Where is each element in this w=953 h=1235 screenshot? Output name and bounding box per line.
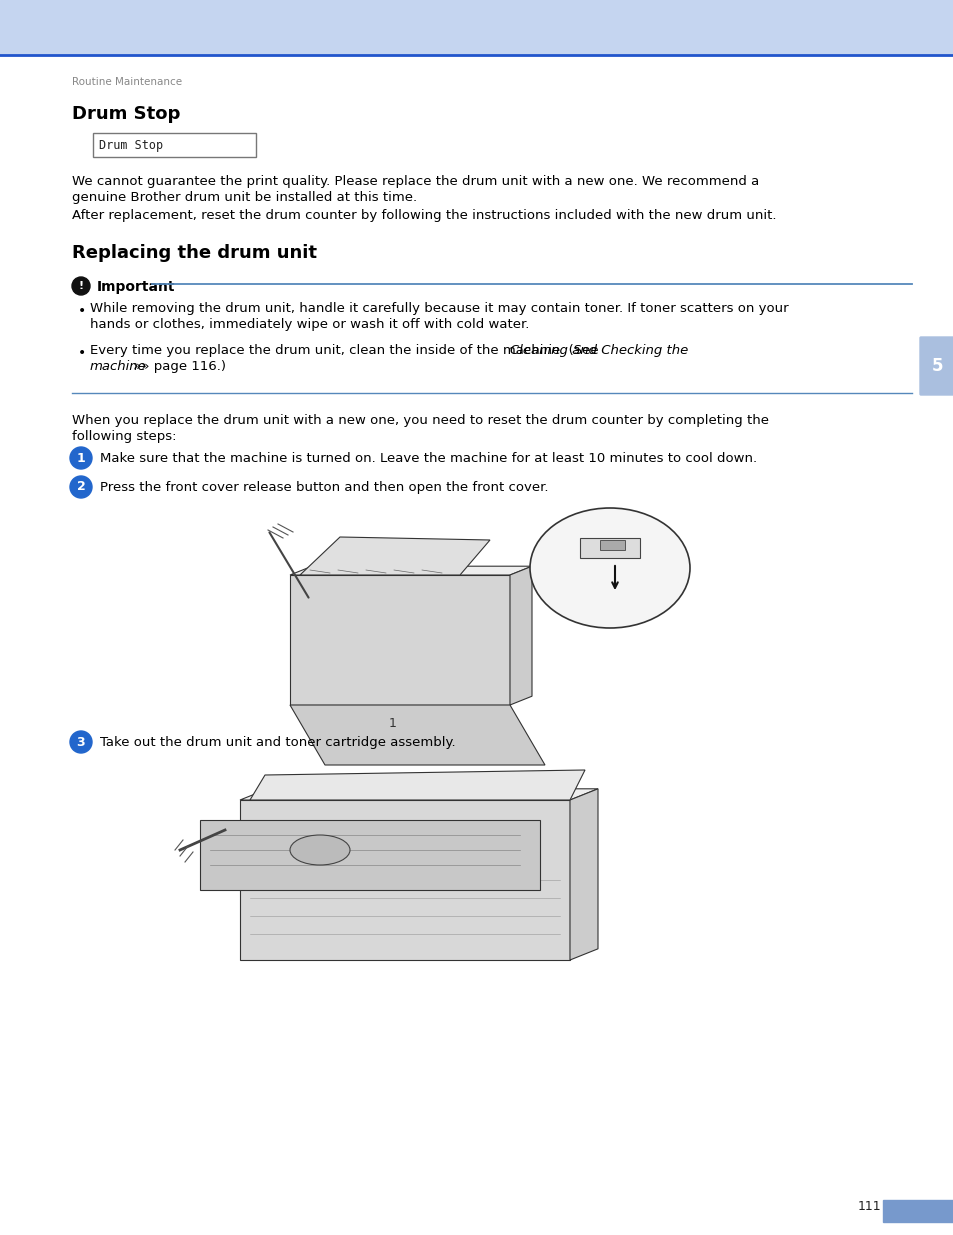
Text: 3: 3: [76, 736, 85, 748]
Polygon shape: [569, 789, 598, 960]
Text: •: •: [78, 346, 86, 359]
Text: Replacing the drum unit: Replacing the drum unit: [71, 245, 316, 262]
Text: •: •: [78, 304, 86, 317]
Text: Drum Stop: Drum Stop: [99, 138, 163, 152]
Circle shape: [70, 731, 91, 753]
Bar: [0, 0, 953, 56]
Text: 1: 1: [76, 452, 85, 464]
Text: !: !: [78, 282, 84, 291]
Text: After replacement, reset the drum counter by following the instructions included: After replacement, reset the drum counte…: [71, 209, 776, 222]
Bar: [579, 538, 639, 558]
Text: 5: 5: [931, 357, 943, 375]
Text: following steps:: following steps:: [71, 430, 176, 443]
Text: machine: machine: [90, 359, 147, 373]
Bar: [200, 820, 539, 890]
Text: hands or clothes, immediately wipe or wash it off with cold water.: hands or clothes, immediately wipe or wa…: [90, 317, 529, 331]
Text: Important: Important: [97, 280, 175, 294]
Bar: [290, 576, 510, 705]
Polygon shape: [299, 537, 490, 576]
Text: 1: 1: [389, 718, 396, 730]
Bar: [882, 1200, 953, 1221]
Text: genuine Brother drum unit be installed at this time.: genuine Brother drum unit be installed a…: [71, 191, 416, 204]
Text: Routine Maintenance: Routine Maintenance: [71, 77, 182, 86]
Text: We cannot guarantee the print quality. Please replace the drum unit with a new o: We cannot guarantee the print quality. P…: [71, 175, 759, 188]
Polygon shape: [510, 566, 532, 705]
Text: 111: 111: [857, 1200, 881, 1214]
Polygon shape: [290, 705, 544, 764]
Circle shape: [70, 475, 91, 498]
Circle shape: [71, 277, 90, 295]
Polygon shape: [290, 566, 532, 576]
Polygon shape: [250, 769, 584, 800]
Text: Make sure that the machine is turned on. Leave the machine for at least 10 minut: Make sure that the machine is turned on.…: [100, 452, 757, 466]
Text: Press the front cover release button and then open the front cover.: Press the front cover release button and…: [100, 480, 548, 494]
Text: 2: 2: [76, 480, 85, 494]
Polygon shape: [240, 789, 598, 800]
Bar: [92, 133, 255, 157]
Text: Every time you replace the drum unit, clean the inside of the machine. (See: Every time you replace the drum unit, cl…: [90, 345, 602, 357]
Text: While removing the drum unit, handle it carefully because it may contain toner. : While removing the drum unit, handle it …: [90, 303, 788, 315]
Ellipse shape: [530, 508, 689, 629]
Text: »» page 116.): »» page 116.): [129, 359, 226, 373]
Text: Take out the drum unit and toner cartridge assembly.: Take out the drum unit and toner cartrid…: [100, 736, 456, 748]
Bar: [240, 800, 569, 960]
Text: When you replace the drum unit with a new one, you need to reset the drum counte: When you replace the drum unit with a ne…: [71, 414, 768, 427]
Text: Cleaning and Checking the: Cleaning and Checking the: [509, 345, 687, 357]
Text: Drum Stop: Drum Stop: [71, 105, 180, 124]
Ellipse shape: [290, 835, 350, 864]
FancyBboxPatch shape: [919, 337, 953, 395]
Bar: [599, 540, 624, 550]
Circle shape: [70, 447, 91, 469]
